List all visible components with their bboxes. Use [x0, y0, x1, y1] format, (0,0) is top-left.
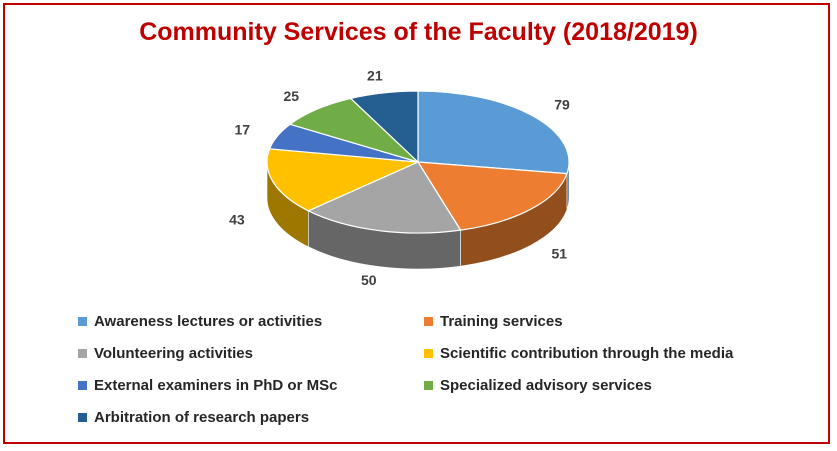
legend-swatch	[424, 349, 433, 358]
legend-item-training: Training services	[424, 313, 563, 330]
legend-label: Training services	[440, 313, 563, 330]
legend-label: Volunteering activities	[94, 345, 253, 362]
legend-item-scientific: Scientific contribution through the medi…	[424, 345, 733, 362]
chart-title: Community Services of the Faculty (2018/…	[139, 18, 698, 46]
data-label: 21	[367, 68, 383, 84]
legend-item-external-examiners: External examiners in PhD or MSc	[78, 377, 337, 394]
legend-label: Arbitration of research papers	[94, 409, 310, 426]
data-label: 79	[554, 97, 570, 113]
data-label: 50	[361, 272, 377, 288]
legend-item-arbitration: Arbitration of research papers	[78, 409, 309, 426]
legend-label: External examiners in PhD or MSc	[94, 377, 338, 394]
data-label: 25	[284, 88, 300, 104]
legend-swatch	[424, 381, 433, 390]
legend-swatch	[78, 413, 87, 422]
pie-slice	[417, 90, 570, 175]
legend-swatch	[78, 349, 87, 358]
data-label: 43	[229, 211, 245, 227]
pie-slice	[306, 161, 462, 234]
pie-slice	[288, 97, 419, 163]
pie-slice	[266, 148, 421, 212]
pie-slice	[416, 161, 568, 231]
pie-slice	[349, 90, 419, 164]
legend-swatch	[78, 317, 87, 326]
legend-item-advisory: Specialized advisory services	[424, 377, 652, 394]
data-label: 51	[551, 245, 567, 261]
legend-swatch	[424, 317, 433, 326]
legend-label: Scientific contribution through the medi…	[440, 345, 734, 362]
data-label: 17	[234, 122, 250, 138]
legend-swatch	[78, 381, 87, 390]
legend-item-volunteering: Volunteering activities	[78, 345, 253, 362]
legend-label: Specialized advisory services	[440, 377, 652, 394]
legend-label: Awareness lectures or activities	[94, 313, 323, 330]
legend-item-awareness: Awareness lectures or activities	[78, 313, 322, 330]
